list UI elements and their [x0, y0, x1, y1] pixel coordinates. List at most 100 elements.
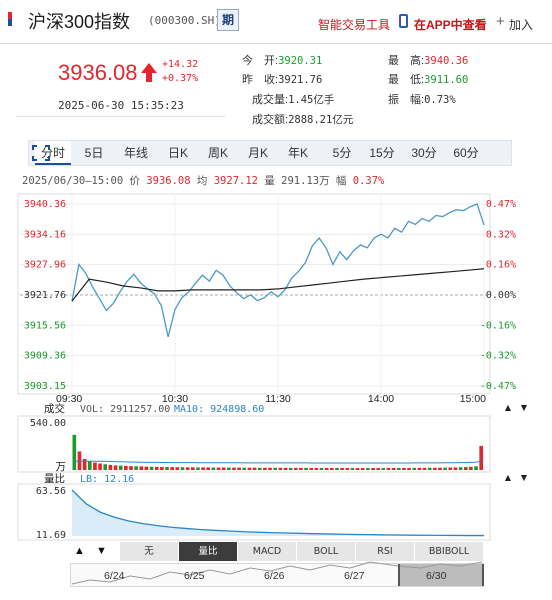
indicator-tab-rsi[interactable]: RSI [356, 542, 415, 561]
divider [16, 116, 226, 117]
volume-bar [206, 467, 211, 470]
low-field: 最 低:3911.60 [388, 74, 469, 86]
volume-bar [433, 467, 437, 470]
indicator-tab-none[interactable]: 无 [120, 542, 179, 561]
time-axis-tick: 15:00 [460, 393, 486, 405]
scroll-down-icon[interactable]: ▼ [519, 472, 529, 484]
indicator-tab-volume-ratio[interactable]: 量比 [179, 542, 238, 561]
volume-ratio-axis-tick: 63.56 [36, 486, 66, 497]
tab-5min[interactable]: 5分 [332, 146, 352, 160]
volume-bar [371, 468, 375, 470]
volume-bar [381, 468, 386, 470]
volume-bar [129, 466, 133, 470]
volume-bar [335, 467, 339, 470]
stats-vol: 291.13万 [281, 175, 330, 187]
stats-line: 2025/06/30—15:00 价 3936.08 均 3927.12 量 2… [22, 173, 384, 188]
up-arrow-icon [141, 63, 157, 82]
stats-amp-label: 幅 [335, 175, 347, 187]
current-price: 3936.08 [58, 60, 138, 85]
indicator-tab-macd[interactable]: MACD [238, 542, 297, 561]
volume-bar [355, 468, 360, 470]
volume-bar [252, 467, 257, 470]
volume-bar [427, 467, 432, 470]
scroll-up-icon[interactable]: ▲ [503, 402, 513, 414]
volume-bar [366, 468, 370, 470]
volume-bar [299, 467, 303, 470]
volume-bar [175, 467, 180, 470]
stats-price: 3936.08 [146, 175, 191, 187]
plus-icon[interactable]: + [496, 13, 505, 30]
volume-bar [330, 467, 334, 470]
phone-icon [399, 14, 408, 28]
volume-bar [108, 464, 113, 470]
tab-year-line[interactable]: 年线 [123, 146, 148, 160]
tab-15min[interactable]: 15分 [369, 146, 395, 160]
volume-bar [273, 467, 277, 470]
time-axis-tick: 14:00 [368, 393, 394, 405]
day-navigator-selection[interactable] [398, 564, 484, 586]
indicator-tab-boll[interactable]: BOLL [297, 542, 356, 561]
volume-ratio-plot [17, 483, 491, 541]
price-axis-tick: 3940.36 [24, 199, 66, 210]
turnover-field: 成交额:2888.21亿元 [252, 114, 354, 126]
volume-bar [190, 467, 195, 470]
volume-bar [448, 467, 453, 470]
tab-daily-k[interactable]: 日K [167, 146, 188, 160]
volume-bar [402, 467, 406, 470]
volume-bar [242, 467, 247, 470]
time-axis-tick: 10:30 [162, 393, 188, 405]
volume-bar [227, 467, 231, 470]
tab-monthly-k[interactable]: 月K [247, 146, 268, 160]
volume-bar [237, 467, 241, 470]
scroll-up-icon[interactable]: ▲ [503, 472, 513, 484]
volume-bar [124, 465, 128, 470]
price-change: +14.32 +0.37% [162, 58, 198, 86]
period-button[interactable]: 期 [217, 9, 239, 31]
volume-bar [386, 467, 391, 470]
tab-weekly-k[interactable]: 周K [207, 146, 228, 160]
volume-bar [154, 466, 159, 470]
tab-30min[interactable]: 30分 [411, 146, 437, 160]
volume-bar [479, 445, 483, 470]
view-in-app-link[interactable]: 在APP中查看 [414, 18, 487, 32]
nav-day-label: 6/27 [344, 570, 365, 582]
add-to-watchlist-button[interactable]: 加入 [509, 18, 534, 32]
up-triangle-icon[interactable]: ▲ [74, 545, 85, 557]
volume-bar [412, 467, 417, 470]
volume-bar [257, 467, 262, 470]
volume-bar [469, 466, 473, 470]
change-value: +14.32 [162, 59, 199, 70]
indicator-tab-bbiboll[interactable]: BBIBOLL [415, 542, 484, 561]
time-axis-tick: 09:30 [56, 393, 82, 405]
volume-bar [139, 466, 144, 470]
time-axis-tick: 11:30 [265, 393, 291, 405]
tab-60min[interactable]: 60分 [453, 146, 479, 160]
tab-yearly-k[interactable]: 年K [287, 146, 308, 160]
tab-intraday[interactable]: 分时 [35, 141, 71, 165]
volume-bar [118, 465, 123, 470]
volume-bar [185, 467, 190, 470]
quote-timestamp: 2025-06-30 15:35:23 [58, 99, 184, 112]
volume-bar [474, 466, 478, 470]
volume-bar [350, 468, 355, 470]
volume-ratio-area [72, 490, 484, 536]
down-triangle-icon[interactable]: ▼ [96, 545, 107, 557]
volume-bar [458, 467, 463, 470]
scroll-down-icon[interactable]: ▼ [519, 402, 529, 414]
price-axis-tick: 3934.16 [24, 229, 66, 240]
volume-bar [304, 467, 308, 470]
stats-avg: 3927.12 [213, 175, 258, 187]
price-grid [17, 193, 491, 395]
price-line [71, 203, 485, 338]
volume-ratio-panel-label: 量比 [44, 472, 65, 485]
fullscreen-icon[interactable] [29, 143, 53, 163]
percent-axis-tick: -0.32% [480, 351, 516, 362]
smart-trading-tools-link[interactable]: 智能交易工具 [318, 18, 391, 32]
index-flag-icon [8, 12, 12, 26]
volume-bar [391, 467, 396, 470]
tab-5day[interactable]: 5日 [84, 146, 104, 160]
volume-frame [17, 415, 491, 473]
volume-bar [180, 467, 185, 470]
volume-panel-label: 成交 [44, 402, 65, 415]
